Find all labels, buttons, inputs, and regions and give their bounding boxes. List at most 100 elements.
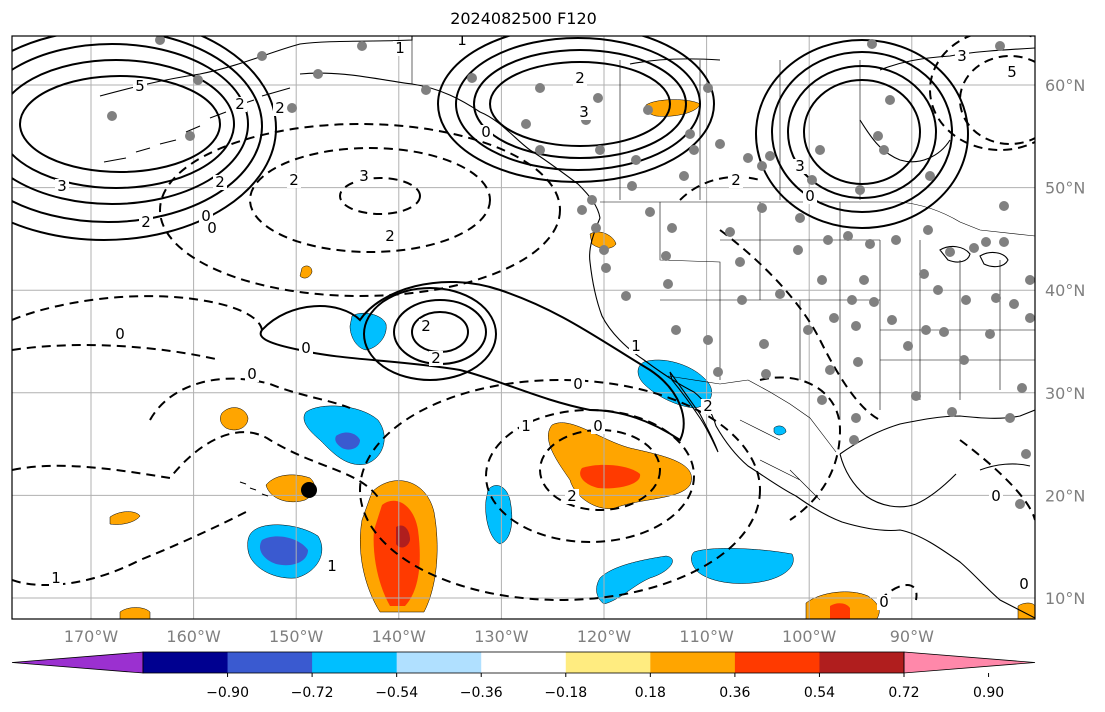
station-dot — [921, 325, 931, 335]
contour-label: 1 — [395, 39, 405, 57]
contour-label: 1 — [521, 417, 531, 435]
contour-ring — [12, 36, 263, 223]
station-dot — [703, 83, 713, 93]
contour-label: 2 — [731, 171, 741, 189]
contour-label: 1 — [457, 31, 467, 49]
contour-label-bg — [591, 419, 605, 434]
contour-label: 2 — [235, 95, 245, 113]
positive-anomaly-max — [396, 525, 410, 548]
positive-anomaly-blob — [119, 607, 151, 619]
longitude-tick-label: 110°W — [679, 627, 734, 646]
contour-line — [12, 295, 263, 361]
coastlines — [99, 36, 1035, 619]
station-dot — [193, 75, 203, 85]
contour-label: 2 — [421, 317, 431, 335]
station-dot — [313, 69, 323, 79]
station-dot — [765, 151, 775, 161]
station-dot — [667, 223, 677, 233]
contour-label-bg — [233, 97, 247, 112]
great-lakes — [939, 245, 1009, 268]
station-dot — [925, 171, 935, 181]
contour-label: 3 — [579, 103, 589, 121]
station-dot — [645, 207, 655, 217]
contour-label-bg — [273, 101, 287, 116]
contour-label: 2 — [289, 171, 299, 189]
positive-anomaly-blob — [220, 407, 249, 431]
contour-ring — [12, 36, 277, 241]
contour-label-bg — [455, 36, 469, 48]
station-dot — [867, 39, 877, 49]
contour-label: 2 — [275, 99, 285, 117]
contour-ring — [359, 379, 761, 601]
station-dot — [1005, 413, 1015, 423]
contour-label-bg — [419, 319, 433, 334]
station-dot — [737, 295, 747, 305]
contour-label-bg — [287, 173, 301, 188]
contour-line — [259, 281, 685, 442]
contour-label: 0 — [201, 207, 211, 225]
contour-label: 0 — [481, 123, 491, 141]
contour-label-bg — [357, 169, 371, 184]
contour-label-bg — [299, 341, 313, 356]
contour-label-bg — [573, 71, 587, 86]
longitude-tick-label: 160°W — [166, 627, 221, 646]
station-dot — [735, 257, 745, 267]
latitude-labels: 10°N 20°N 30°N 40°N 50°N 60°N — [1045, 76, 1085, 608]
hawaii-islands — [239, 481, 269, 497]
positive-anomaly-blob — [1017, 602, 1035, 619]
contour-label-bg — [577, 105, 591, 120]
contour-label: 3 — [57, 177, 67, 195]
longitude-labels: 170°W 160°W 150°W 140°W 130°W 120°W 110°W 100°W… — [64, 627, 934, 646]
station-dot — [911, 391, 921, 401]
station-dot — [535, 83, 545, 93]
station-dot — [1009, 299, 1019, 309]
station-dot — [587, 195, 597, 205]
contour-label-bg — [213, 175, 227, 190]
contour-label-bg — [1017, 577, 1031, 592]
contour-label: 0 — [879, 593, 889, 611]
station-dot — [985, 329, 995, 339]
contour-line — [12, 377, 381, 587]
latitude-tick-label: 50°N — [1045, 179, 1085, 198]
station-dot — [903, 341, 913, 351]
station-dot — [1025, 313, 1035, 323]
station-dot — [107, 111, 117, 121]
station-dot — [851, 321, 861, 331]
contour-ring — [489, 61, 671, 147]
station-dot — [849, 435, 859, 445]
contour-label-bg — [113, 327, 127, 342]
station-dot — [467, 73, 477, 83]
station-dot — [661, 251, 671, 261]
negative-anomaly-blob — [773, 425, 787, 436]
contour-label-bg — [955, 49, 969, 64]
contours-negative — [12, 36, 1035, 601]
contour-label-bg — [325, 559, 339, 574]
station-dot — [859, 275, 869, 285]
contours-positive — [12, 36, 969, 442]
station-dot — [945, 247, 955, 257]
station-dot — [257, 51, 267, 61]
station-dot — [843, 231, 853, 241]
longitude-tick-label: 150°W — [269, 627, 324, 646]
station-dot — [923, 225, 933, 235]
latitude-tick-label: 40°N — [1045, 281, 1085, 300]
station-dot — [939, 327, 949, 337]
contour-ring — [249, 147, 491, 253]
station-dot — [287, 103, 297, 113]
station-dot — [795, 213, 805, 223]
station-dot — [1025, 275, 1035, 285]
contour-label-bg — [1005, 65, 1019, 80]
contour-label-bg — [133, 79, 147, 94]
mexico-state-lines — [739, 419, 821, 501]
baja-california — [669, 371, 719, 453]
longitude-tick-label: 140°W — [372, 627, 427, 646]
us-canada-border — [600, 201, 1035, 237]
contour-ring — [19, 75, 221, 173]
contour-label-bg — [989, 489, 1003, 504]
contour-ring — [437, 36, 715, 183]
latitude-tick-label: 30°N — [1045, 384, 1085, 403]
station-dot — [535, 145, 545, 155]
station-dot — [959, 355, 969, 365]
